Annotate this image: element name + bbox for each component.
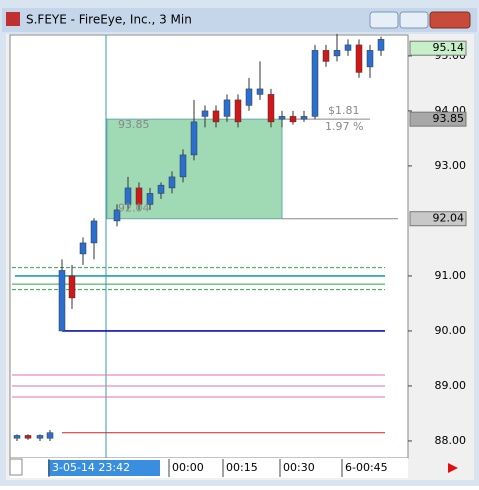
candle-body <box>311 50 319 117</box>
annotation: 93.85 <box>118 118 150 131</box>
x-tick-label: 3-05-14 23:42 <box>52 461 130 474</box>
candle-body <box>58 270 66 332</box>
candle-body <box>234 99 242 123</box>
y-tick-label: 91.00 <box>435 269 467 282</box>
x-tick-label: 00:30 <box>283 461 315 474</box>
candle-body <box>212 110 220 123</box>
scroll-arrow[interactable] <box>448 463 458 473</box>
candle-body <box>46 432 54 439</box>
candle-body <box>179 154 187 178</box>
close-button[interactable] <box>429 11 471 29</box>
candle-body <box>289 116 297 123</box>
x-tick-label: 00:00 <box>172 461 204 474</box>
candle-body <box>124 187 132 205</box>
candle-body <box>278 116 286 120</box>
price-marker <box>409 211 467 227</box>
annotation: 1.97 % <box>325 120 363 133</box>
candle-body <box>355 44 363 73</box>
candle-body <box>333 50 341 57</box>
scroll-box[interactable] <box>9 458 23 476</box>
candle-body <box>245 88 253 106</box>
maximize-button[interactable] <box>399 11 429 29</box>
y-tick-label: 93.00 <box>435 159 467 172</box>
price-marker-label: 92.04 <box>433 212 465 225</box>
candle-body <box>79 242 87 255</box>
candle-body <box>201 110 209 117</box>
candle-body <box>322 50 330 62</box>
y-tick-label: 88.00 <box>435 434 467 447</box>
candle-body <box>36 435 44 439</box>
candle-body <box>68 275 76 299</box>
x-tick-label: 00:15 <box>226 461 258 474</box>
y-tick-label: 90.00 <box>435 324 467 337</box>
candle-body <box>223 99 231 117</box>
candle-body <box>13 435 21 439</box>
price-marker <box>409 40 467 56</box>
price-marker <box>409 111 467 127</box>
minimize-button[interactable] <box>369 11 399 29</box>
annotation: 92.04 <box>118 202 150 215</box>
app-icon <box>6 12 20 26</box>
candle-body <box>377 39 385 51</box>
candle-body <box>24 435 32 439</box>
time-highlight <box>48 460 160 476</box>
y-tick-label: 89.00 <box>435 379 467 392</box>
candle-body <box>256 88 264 95</box>
price-marker-label: 93.85 <box>433 112 465 125</box>
window-title: S.FEYE - FireEye, Inc., 3 Min <box>26 13 192 27</box>
candle-body <box>90 220 98 244</box>
candle-body <box>366 50 374 68</box>
candle-body <box>168 176 176 189</box>
candle-body <box>267 94 275 123</box>
candle-body <box>344 44 352 51</box>
candle-body <box>190 121 198 156</box>
plot-area <box>9 34 409 459</box>
annotation: $1.81 <box>328 104 360 117</box>
candle-body <box>300 116 308 120</box>
candle-body <box>113 209 121 222</box>
candle-body <box>146 193 154 205</box>
candle-body <box>157 184 165 194</box>
candle-body <box>135 187 143 205</box>
x-tick-label: 6-00:45 <box>345 461 388 474</box>
price-marker-label: 95.14 <box>433 41 465 54</box>
